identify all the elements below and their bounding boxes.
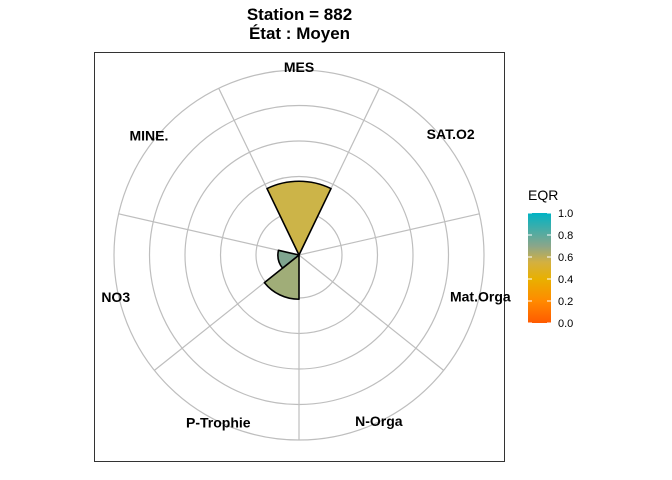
legend-tick-label: 1.0 [558, 208, 573, 220]
legend-tick-label: 0.4 [558, 274, 573, 286]
legend-tick-label: 0.6 [558, 252, 573, 264]
legend-tick-label: 0.2 [558, 296, 573, 308]
category-label: NO3 [101, 289, 130, 305]
bar-NO3 [277, 249, 300, 269]
grid-spoke [298, 213, 480, 256]
bar-P-Trophie [263, 254, 300, 301]
chart-subtitle: État : Moyen [248, 24, 351, 43]
category-label: MINE. [129, 127, 168, 143]
legend-colorbar [528, 213, 551, 323]
legend-tick-label: 0.8 [558, 230, 573, 242]
category-label: SAT.O2 [427, 126, 475, 142]
legend-tick-label: 0.0 [558, 318, 573, 330]
category-label: N-Orga [355, 413, 403, 429]
category-label: P-Trophie [186, 415, 251, 431]
bars-layer [263, 180, 332, 301]
color-legend: 1.0 0.8 0.6 0.4 0.2 0.0 [528, 208, 573, 330]
category-label: MES [284, 59, 314, 75]
category-label: Mat.Orga [450, 288, 511, 304]
legend-title: EQR [528, 187, 559, 203]
category-labels: MES SAT.O2 Mat.Orga N-Orga P-Trophie NO3 MINE. [101, 59, 511, 431]
panel-border [94, 52, 505, 462]
grid-spoke [118, 213, 300, 256]
grid-spoke [298, 254, 445, 371]
bar-MES [266, 180, 332, 256]
chart-title: Station = 882 [246, 5, 353, 24]
